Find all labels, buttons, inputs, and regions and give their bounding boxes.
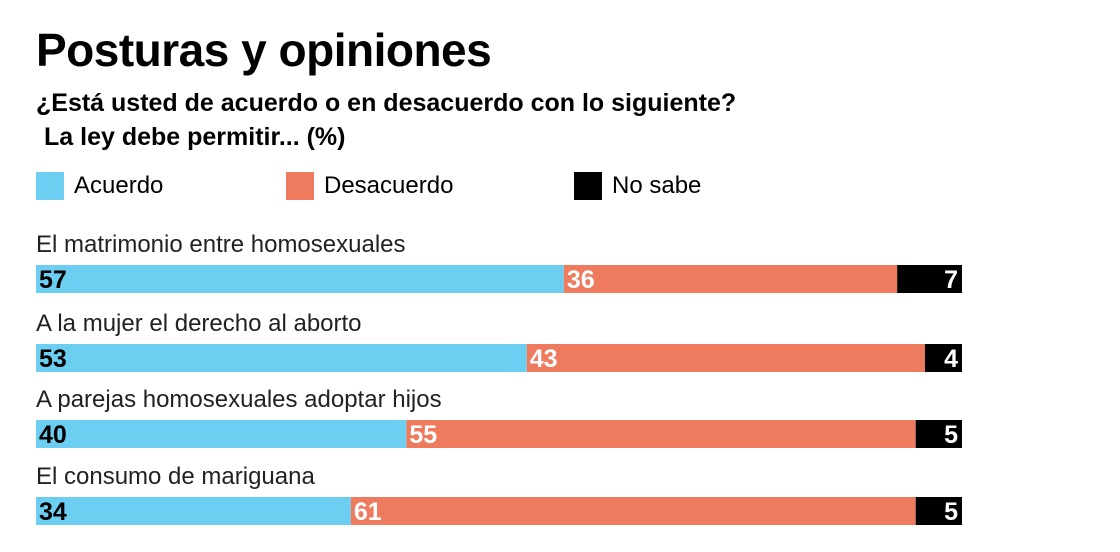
chart-subtitle-unit: La ley debe permitir... (%) <box>44 123 346 151</box>
bar-desacuerdo-3 <box>406 420 916 448</box>
bar-acuerdo-2 <box>36 344 527 372</box>
legend-item-no-sabe: No sabe <box>574 172 701 200</box>
page-title: Posturas y opiniones <box>36 24 492 76</box>
chart-subtitle: ¿Está usted de acuerdo o en desacuerdo c… <box>36 89 737 117</box>
category-label-el-matrimonio-entre-homosexuales: El matrimonio entre homosexuales <box>36 231 406 258</box>
value-label-acuerdo-1: 57 <box>39 266 67 294</box>
bar-acuerdo-1 <box>36 265 564 293</box>
bar-no-sabe-1 <box>897 265 962 293</box>
legend-item-acuerdo: Acuerdo <box>36 172 163 200</box>
bar-no-sabe-2 <box>924 344 962 372</box>
legend-label-no-sabe: No sabe <box>612 172 702 199</box>
value-label-no-sabe-3: 5 <box>944 421 958 449</box>
legend-swatch-no-sabe <box>574 172 602 200</box>
category-label-el-consumo-de-mariguana: El consumo de mariguana <box>36 463 315 490</box>
legend-label-acuerdo: Acuerdo <box>74 172 164 199</box>
value-label-desacuerdo-2: 43 <box>530 345 558 373</box>
bar-no-sabe-4 <box>915 497 962 525</box>
value-label-desacuerdo-3: 55 <box>409 421 437 449</box>
value-label-acuerdo-4: 34 <box>39 498 67 526</box>
legend-swatch-desacuerdo <box>286 172 314 200</box>
value-label-desacuerdo-1: 36 <box>567 266 595 294</box>
bar-desacuerdo-1 <box>563 265 898 293</box>
value-label-no-sabe-2: 4 <box>944 345 958 373</box>
legend: Acuerdo Desacuerdo No sabe <box>0 172 1120 202</box>
legend-swatch-acuerdo <box>36 172 64 200</box>
value-label-acuerdo-3: 40 <box>39 421 67 449</box>
bar-desacuerdo-2 <box>526 344 925 372</box>
bar-desacuerdo-4 <box>350 497 916 525</box>
legend-label-desacuerdo: Desacuerdo <box>324 172 454 199</box>
bar-acuerdo-3 <box>36 420 407 448</box>
bar-no-sabe-3 <box>915 420 962 448</box>
value-label-no-sabe-4: 5 <box>944 498 958 526</box>
category-label-a-parejas-homosexuales-adoptar-hijos: A parejas homosexuales adoptar hijos <box>36 386 442 413</box>
legend-item-desacuerdo: Desacuerdo <box>286 172 453 200</box>
category-label-a-la-mujer-el-derecho-al-aborto: A la mujer el derecho al aborto <box>36 310 362 337</box>
value-label-no-sabe-1: 7 <box>944 266 958 294</box>
value-label-desacuerdo-4: 61 <box>354 498 382 526</box>
bar-acuerdo-4 <box>36 497 351 525</box>
value-label-acuerdo-2: 53 <box>39 345 67 373</box>
